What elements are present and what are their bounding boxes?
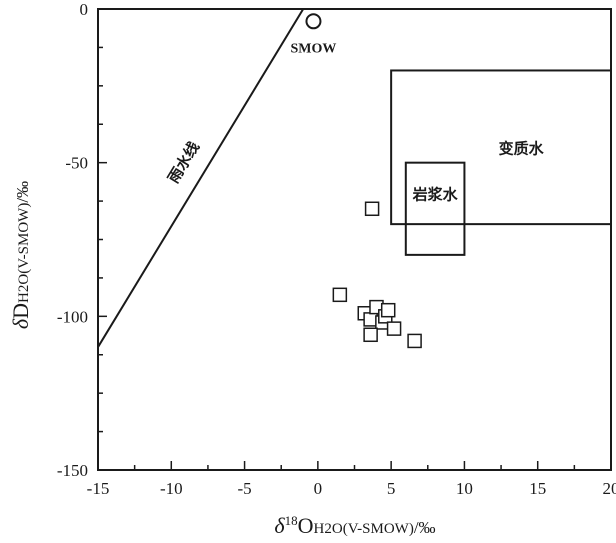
data-point [332,287,348,303]
x-tick-label: 15 [529,479,546,498]
data-point [364,201,380,217]
x-axis-label: δ18OH2O(V-SMOW)/‰ [274,513,435,538]
x-label-main: O [298,513,314,538]
y-tick-label: -50 [65,154,88,173]
y-axis-label: δDH2O(V-SMOW)/‰ [8,181,33,329]
y-label-delta: δ [8,318,33,329]
x-label-unit: /‰ [414,518,436,537]
x-label-sub: H2O(V-SMOW) [314,521,414,537]
axis-tick-labels: -15 -10 -5 0 5 10 15 200-50-100-150 [57,0,616,498]
meteoric-water-line-label: 雨水线 [164,138,203,186]
x-tick-label: 0 [314,479,323,498]
data-points [332,201,422,349]
x-tick-label: -5 [237,479,251,498]
meteoric-water-line-group: 雨水线 [97,8,305,348]
x-tick-label: 5 [387,479,396,498]
y-label-sub: H2O(V-SMOW) [16,203,32,303]
smow-label: SMOW [291,41,337,56]
x-label-delta: δ [274,513,285,538]
y-label-main: D [8,303,33,319]
y-tick-label: 0 [80,0,89,19]
smow-reference: SMOW [291,13,337,56]
x-tick-label: -10 [160,479,183,498]
magmatic-water-label: 岩浆水 [412,185,459,203]
plot-frame [97,8,612,471]
data-point [380,302,396,318]
axis-ticks [97,8,612,471]
data-point [386,321,402,336]
metamorphic-water-box [390,69,612,226]
y-tick-label: -150 [57,461,88,480]
metamorphic-water-label: 变质水 [499,139,545,157]
data-point [363,327,378,343]
x-label-sup: 18 [285,513,298,528]
smow-marker [305,13,322,30]
y-tick-label: -100 [57,307,88,326]
x-tick-label: 20 [603,479,616,498]
y-label-unit: /‰ [13,181,32,203]
x-tick-label: -15 [87,479,110,498]
data-point [407,333,422,349]
x-tick-label: 10 [456,479,473,498]
meteoric-water-line [97,8,305,348]
magmatic-water-box [404,161,466,256]
